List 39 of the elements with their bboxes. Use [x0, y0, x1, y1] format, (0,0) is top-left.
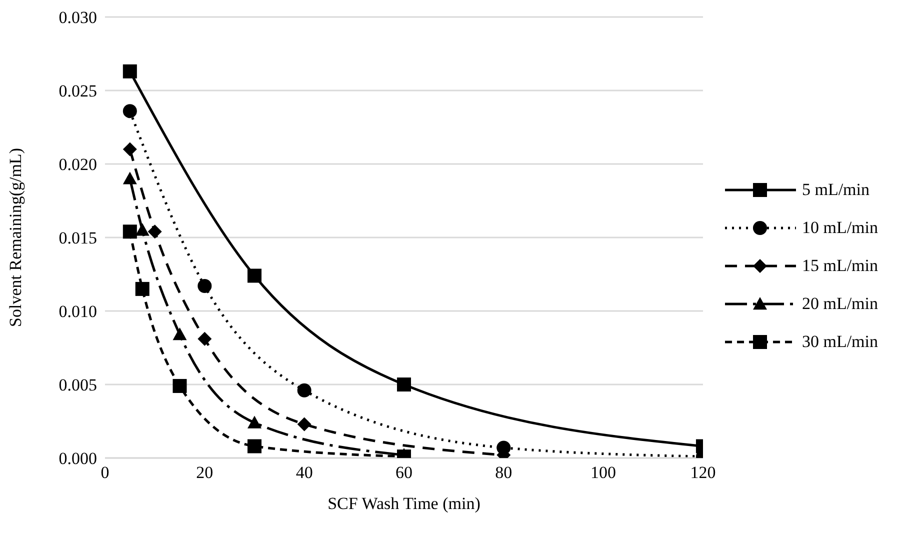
point: [122, 104, 137, 118]
point: [122, 142, 137, 156]
point: [122, 172, 137, 184]
y-tick-label: 0.000: [58, 449, 97, 468]
x-tick-label: 80: [495, 463, 512, 482]
point: [396, 378, 411, 392]
y-axis-title: Solvent Remaining(g/mL): [6, 148, 26, 327]
legend-label: 10 mL/min: [802, 218, 878, 238]
y-tick-label: 0.010: [58, 302, 97, 322]
point: [135, 223, 150, 236]
point: [247, 416, 262, 428]
y-tick-label: 0.025: [58, 82, 97, 101]
x-axis-title: SCF Wash Time (min): [328, 494, 480, 513]
point: [297, 383, 312, 398]
x-tick-label: 60: [395, 463, 412, 482]
legend-label: 30 mL/min: [802, 332, 878, 352]
point: [297, 417, 312, 432]
x-tick-label: 100: [590, 463, 616, 482]
x-tick-label: 40: [296, 463, 313, 482]
point: [122, 64, 137, 78]
point: [122, 224, 137, 239]
point: [247, 439, 262, 454]
x-tick-label: 0: [100, 463, 110, 482]
legend-label: 20 mL/min: [802, 294, 878, 314]
point: [198, 279, 212, 294]
legend-label: 15 mL/min: [802, 256, 878, 276]
y-tick-label: 0.020: [58, 155, 97, 174]
y-tick-label: 0.015: [58, 228, 97, 248]
point: [148, 224, 162, 239]
point: [198, 332, 212, 346]
legend-label: 5 mL/min: [802, 180, 870, 200]
y-tick-label: 0.030: [58, 8, 97, 28]
point: [172, 328, 187, 340]
x-tick-label: 20: [196, 463, 214, 482]
x-tick-label: 120: [690, 463, 716, 482]
point: [172, 378, 187, 393]
y-tick-label: 0.005: [58, 376, 97, 395]
point: [247, 268, 262, 283]
point: [135, 282, 150, 296]
